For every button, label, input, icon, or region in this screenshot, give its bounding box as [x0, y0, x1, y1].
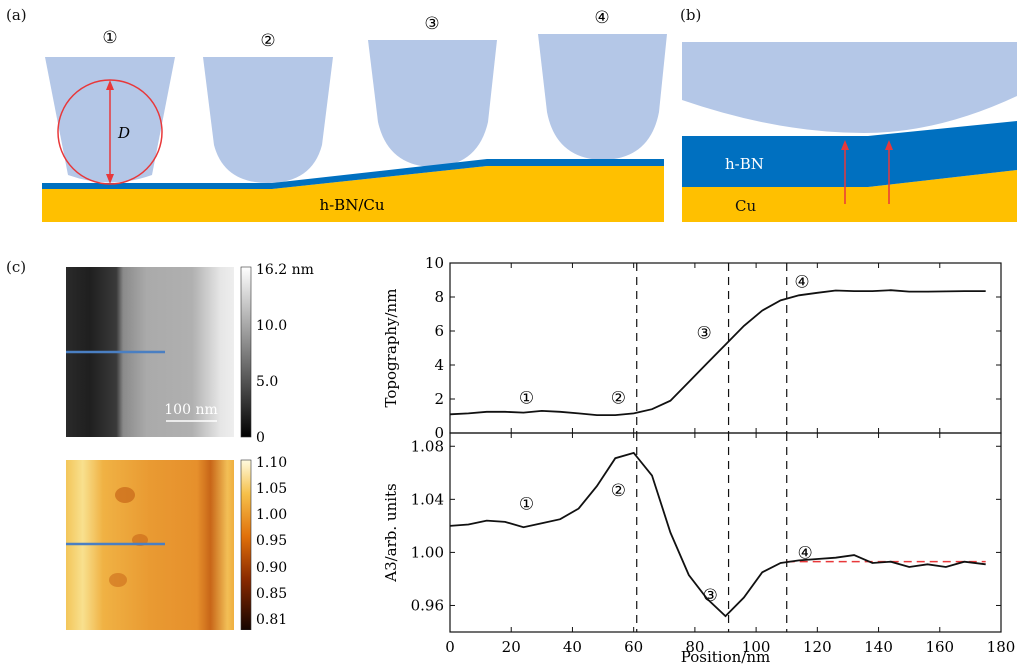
tip-3: [368, 40, 497, 167]
a3-colorbar-tick-090: 0.90: [256, 560, 287, 576]
region-annotation-3: ③: [696, 324, 711, 344]
a3-colorbar-tick-105: 1.05: [256, 481, 287, 497]
a3-colorbar-tick-100: 1.00: [256, 507, 287, 523]
region-annotation-4: ④: [797, 543, 812, 563]
panel-b-label: (b): [680, 6, 702, 24]
tip-bottom: [682, 42, 1017, 133]
x-tick-label: 160: [925, 638, 954, 656]
a3-colorbar-tick-095: 0.95: [256, 533, 287, 549]
panel-b-schematic: h-BN Cu: [682, 42, 1017, 222]
topo-colorbar-tick-0: 0: [256, 430, 265, 446]
y-tick-label: 6: [434, 322, 444, 340]
region-annotation-4: ④: [794, 273, 809, 293]
diameter-label: D: [117, 124, 130, 142]
topography-y-axis-label: Topography/nm: [382, 289, 400, 408]
y-tick-label: 0.96: [411, 596, 444, 614]
x-tick-label: 60: [624, 638, 643, 656]
substrate-label: h-BN/Cu: [319, 196, 384, 214]
diameter-arrowhead-top: [106, 80, 114, 90]
x-tick-label: 140: [864, 638, 893, 656]
y-tick-label: 1.00: [411, 543, 444, 561]
hbn-layer-b: [682, 121, 1017, 187]
panel-a-schematic: D ① ② ③ ④ h-BN/Cu: [42, 8, 667, 222]
topo-colorbar-tick-10: 10.0: [256, 318, 287, 334]
a3-spot: [115, 487, 135, 503]
cu-layer: [682, 170, 1017, 222]
tip-label-4: ④: [594, 8, 609, 28]
y-tick-label: 4: [434, 356, 444, 374]
region-annotation-1: ①: [519, 494, 534, 514]
panel-c-label: (c): [6, 258, 27, 276]
x-tick-label: 120: [803, 638, 832, 656]
region-annotation-2: ②: [611, 481, 626, 501]
hbn-label: h-BN: [725, 155, 764, 173]
x-tick-label: 40: [563, 638, 582, 656]
region-annotation-2: ②: [611, 388, 626, 408]
x-axis-label: Position/nm: [681, 648, 770, 666]
x-tick-label: 0: [445, 638, 455, 656]
tip-label-2: ②: [260, 31, 275, 51]
a3-colorbar: [240, 459, 252, 630]
a3-colorbar-tick-110: 1.10: [256, 455, 287, 471]
x-tick-label: 180: [987, 638, 1016, 656]
panel-a-label: (a): [6, 6, 27, 24]
arrow-2-head: [885, 140, 893, 150]
y-tick-label: 2: [434, 390, 444, 408]
topo-colorbar-tick-max: 16.2 nm: [256, 262, 314, 278]
y-tick-label: 0: [434, 424, 444, 442]
topography-plot-frame: [449, 262, 1002, 434]
a3-colorbar-tick-085: 0.85: [256, 586, 287, 602]
x-tick-label: 100: [742, 638, 771, 656]
a3-spot: [109, 573, 127, 587]
a3-line: [449, 451, 986, 618]
scale-bar-label: 100 nm: [164, 402, 217, 418]
tip-4: [538, 34, 667, 160]
x-tick-label: 80: [685, 638, 704, 656]
y-tick-label: 1.04: [411, 490, 444, 508]
y-tick-label: 8: [434, 288, 444, 306]
tip-2: [203, 57, 333, 183]
a3-plot-frame: [449, 432, 1002, 633]
diameter-arrowhead-bottom: [106, 174, 114, 184]
arrow-1-head: [841, 140, 849, 150]
a3-y-axis-label: A3/arb. units: [382, 483, 400, 583]
panel-c-images: 100 nm 16.2 nm 10.0 5.0 0 1.10 1.05 1.00…: [66, 262, 314, 630]
region-annotation-1: ①: [519, 388, 534, 408]
tip-label-1: ①: [102, 28, 117, 48]
cu-substrate: [42, 166, 664, 222]
tip-label-3: ③: [424, 14, 439, 34]
cu-label: Cu: [735, 197, 756, 215]
region-annotation-3: ③: [703, 586, 718, 606]
a3-colorbar-tick-081: 0.81: [256, 612, 287, 628]
topography-colorbar: [240, 266, 252, 438]
topo-colorbar-tick-5: 5.0: [256, 374, 278, 390]
topography-line: [449, 289, 986, 417]
y-tick-label: 10: [425, 254, 444, 272]
x-tick-label: 20: [502, 638, 521, 656]
y-tick-label: 1.08: [411, 437, 444, 455]
hbn-layer: [42, 159, 664, 189]
